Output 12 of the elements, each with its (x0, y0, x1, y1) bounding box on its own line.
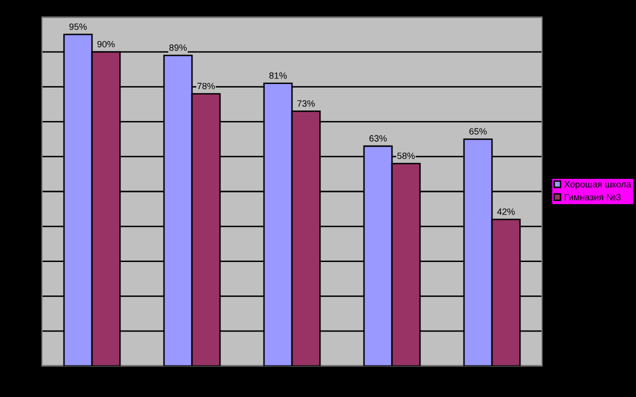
data-label: 65% (469, 128, 487, 135)
data-label: 42% (497, 208, 515, 215)
legend-label: Хорошая школа (564, 181, 632, 190)
data-label: 81% (269, 72, 287, 79)
data-label: 89% (169, 44, 187, 51)
data-label: 78% (197, 82, 215, 90)
data-label: 90% (97, 40, 115, 48)
data-label: 58% (397, 152, 415, 160)
data-label: 95% (69, 23, 87, 30)
legend-label: Гимназия №3 (564, 194, 621, 200)
data-label: 63% (369, 135, 387, 142)
data-label: 73% (297, 100, 315, 107)
